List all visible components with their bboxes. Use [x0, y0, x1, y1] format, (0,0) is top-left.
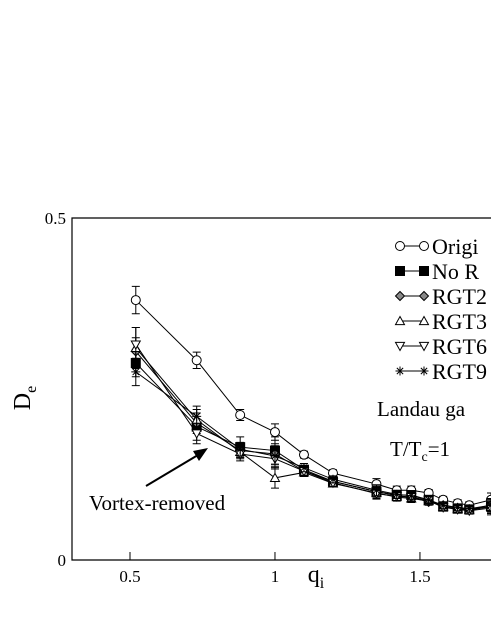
- marker: [392, 489, 402, 499]
- y-axis-label: De: [10, 386, 40, 410]
- annotation: Vortex-removed: [89, 491, 226, 515]
- marker: [453, 502, 463, 512]
- legend-label: No R: [432, 259, 479, 284]
- marker: [395, 266, 405, 276]
- marker: [192, 411, 202, 421]
- marker: [418, 315, 430, 326]
- annotation: T/Tc=1: [390, 437, 450, 465]
- error-bar: [487, 500, 491, 516]
- marker: [130, 295, 141, 306]
- legend-label: RGT9: [432, 359, 487, 384]
- marker: [438, 500, 448, 510]
- x-tick-label: 1: [271, 567, 280, 586]
- marker: [424, 495, 434, 505]
- marker: [394, 341, 406, 352]
- axes-frame: [71, 217, 491, 561]
- marker: [191, 429, 203, 439]
- legend-label: RGT6: [432, 334, 487, 359]
- marker: [418, 290, 430, 302]
- marker: [191, 355, 202, 366]
- marker: [395, 366, 405, 376]
- marker: [418, 341, 430, 352]
- arrow: [145, 451, 204, 487]
- marker: [235, 444, 245, 454]
- x-tick-label: 1.5: [409, 567, 430, 586]
- marker: [270, 451, 280, 461]
- marker: [406, 491, 416, 501]
- marker: [269, 472, 281, 483]
- marker: [130, 340, 142, 351]
- marker: [419, 241, 429, 251]
- marker: [235, 409, 246, 420]
- x-tick-label: 0.5: [119, 567, 140, 586]
- marker: [395, 241, 405, 251]
- marker: [371, 485, 381, 495]
- marker: [419, 366, 429, 376]
- marker: [394, 290, 406, 302]
- marker: [269, 427, 280, 438]
- marker: [328, 474, 338, 484]
- marker: [299, 463, 309, 473]
- y-tick-label: 0.5: [45, 209, 66, 228]
- marker: [464, 504, 474, 514]
- marker: [298, 449, 309, 460]
- marker: [419, 266, 429, 276]
- error-bar: [487, 499, 491, 514]
- arrow-head: [193, 448, 208, 461]
- legend-label: RGT2: [432, 284, 487, 309]
- marker: [394, 315, 406, 326]
- annotation: Landau ga: [377, 397, 466, 421]
- error-bar: [487, 497, 491, 513]
- x-axis-label: qi: [308, 562, 325, 592]
- y-tick-label: 0: [58, 551, 67, 570]
- legend-label: RGT3: [432, 309, 487, 334]
- marker: [131, 367, 141, 377]
- legend-label: Origi: [432, 234, 478, 259]
